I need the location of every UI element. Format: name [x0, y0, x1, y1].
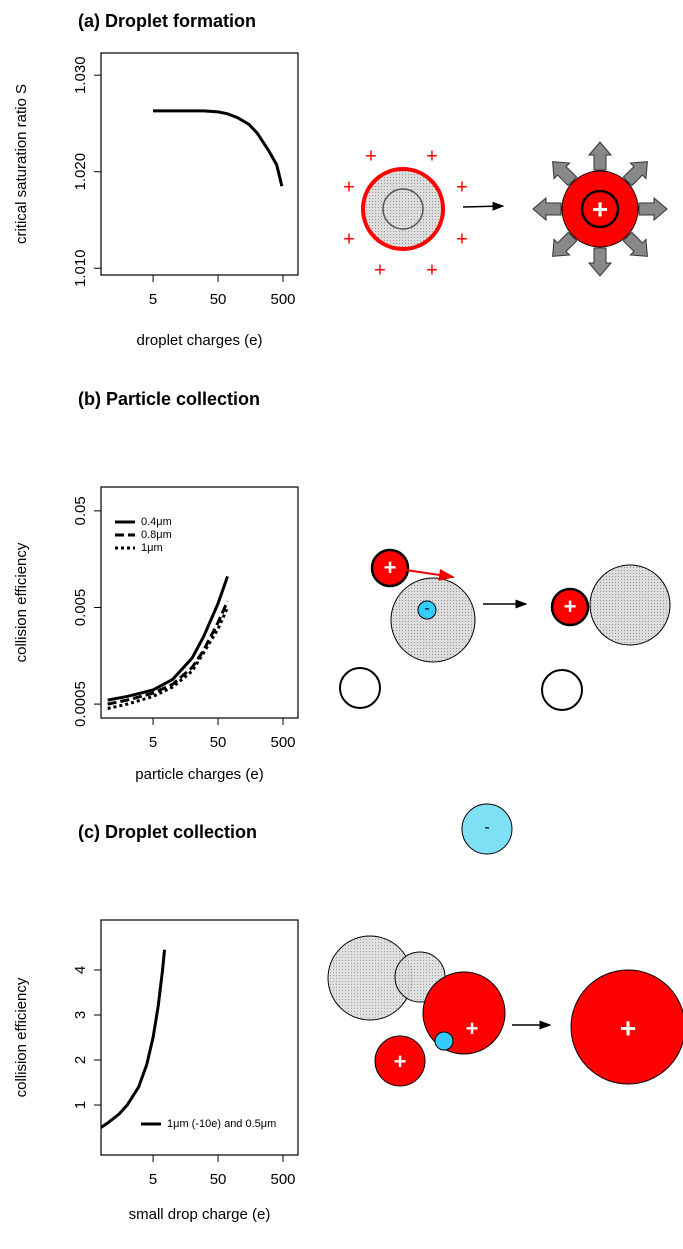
x-axis-label: droplet charges (e) [137, 332, 263, 349]
charge: + [374, 259, 386, 281]
data-line [100, 949, 167, 1129]
data-line [107, 600, 229, 706]
y-tick-label: 2 [72, 1056, 89, 1064]
plot-frame [100, 919, 299, 1156]
charge: + [426, 259, 438, 281]
diagram-a: + + + + + + + + + [343, 141, 668, 281]
y-tick-label: 1.010 [72, 249, 89, 287]
x-tick-label: 500 [271, 734, 296, 751]
x-tick-label: 50 [210, 734, 227, 751]
y-tick-label: 4 [72, 966, 89, 974]
diagram-c: - + + + [327, 803, 683, 1087]
charge: + [343, 176, 355, 198]
legend-label: 1μm (-10e) and 0.5μm [167, 1118, 276, 1130]
charge: + [365, 145, 377, 167]
chart-title: (b) Particle collection [78, 389, 260, 409]
charge: + [384, 555, 397, 580]
x-tick-label: 500 [271, 1171, 296, 1188]
charge: + [343, 228, 355, 250]
charge: - [484, 819, 489, 836]
x-tick-label: 50 [210, 1171, 227, 1188]
x-tick-label: 5 [149, 1171, 157, 1188]
y-tick-label: 1.030 [72, 56, 89, 94]
charge: + [592, 193, 608, 224]
charge: + [426, 145, 438, 167]
diagram-b: - + + [339, 548, 671, 711]
charge: + [456, 176, 468, 198]
y-tick-label: 1 [72, 1101, 89, 1109]
data-line [107, 606, 229, 710]
chart-title: (c) Droplet collection [78, 822, 257, 842]
chart-title: (a) Droplet formation [78, 11, 256, 31]
x-tick-label: 50 [210, 291, 227, 308]
x-tick-label: 5 [149, 734, 157, 751]
legend-label: 0.8μm [141, 529, 172, 541]
x-axis-label: small drop charge (e) [129, 1206, 271, 1223]
x-axis-label: particle charges (e) [135, 766, 263, 783]
plot-frame [100, 486, 299, 719]
charge: + [466, 1016, 479, 1041]
y-tick-label: 0.005 [72, 589, 89, 627]
y-axis-label: collision efficiency [13, 542, 30, 662]
y-axis-label: collision efficiency [13, 977, 30, 1097]
charge: + [564, 594, 577, 619]
y-tick-label: 0.0005 [72, 681, 89, 727]
charge: + [394, 1049, 407, 1074]
charge: - [424, 600, 429, 617]
data-line [107, 575, 229, 702]
legend-label: 1μm [141, 542, 163, 554]
data-line [153, 109, 284, 187]
charge: + [456, 228, 468, 250]
y-axis-label: critical saturation ratio S [13, 84, 30, 244]
charge: + [620, 1012, 636, 1043]
y-tick-label: 1.020 [72, 153, 89, 191]
y-tick-label: 0.05 [72, 496, 89, 525]
plot-frame [100, 52, 299, 276]
legend-label: 0.4μm [141, 516, 172, 528]
x-tick-label: 5 [149, 291, 157, 308]
y-tick-label: 3 [72, 1011, 89, 1019]
x-tick-label: 500 [271, 291, 296, 308]
